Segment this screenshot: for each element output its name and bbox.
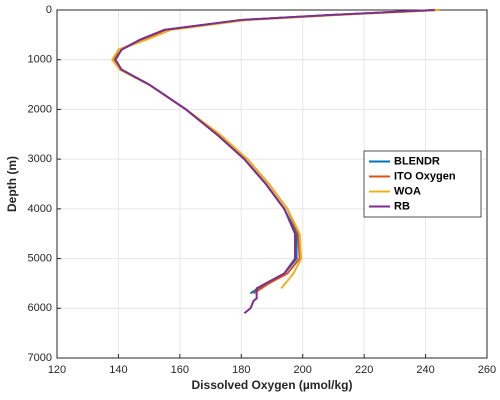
- x-tick-label: 120: [48, 364, 66, 376]
- x-tick-label: 180: [232, 364, 250, 376]
- data-line: [114, 9, 435, 315]
- legend-label: ITO Oxygen: [394, 170, 456, 182]
- x-tick-label: 140: [109, 364, 127, 376]
- y-tick-label: 6000: [28, 302, 52, 314]
- legend-label: BLENDR: [394, 155, 440, 167]
- legend-label: RB: [394, 200, 410, 212]
- y-tick-label: 0: [46, 4, 52, 16]
- legend-label: WOA: [394, 185, 421, 197]
- y-axis-label: Depth (m): [5, 156, 19, 212]
- x-tick-label: 260: [478, 364, 496, 376]
- x-tick-label: 160: [171, 364, 189, 376]
- x-tick-label: 200: [294, 364, 312, 376]
- y-tick-label: 2000: [28, 103, 52, 115]
- x-tick-label: 220: [355, 364, 373, 376]
- y-tick-label: 3000: [28, 153, 52, 165]
- x-axis-label: Dissolved Oxygen (µmol/kg): [192, 378, 353, 392]
- axes-box: [56, 9, 488, 359]
- y-tick-label: 7000: [28, 352, 52, 364]
- y-tick-label: 1000: [28, 54, 52, 66]
- y-tick-label: 4000: [28, 203, 52, 215]
- x-tick-label: 240: [416, 364, 434, 376]
- y-tick-label: 5000: [28, 252, 52, 264]
